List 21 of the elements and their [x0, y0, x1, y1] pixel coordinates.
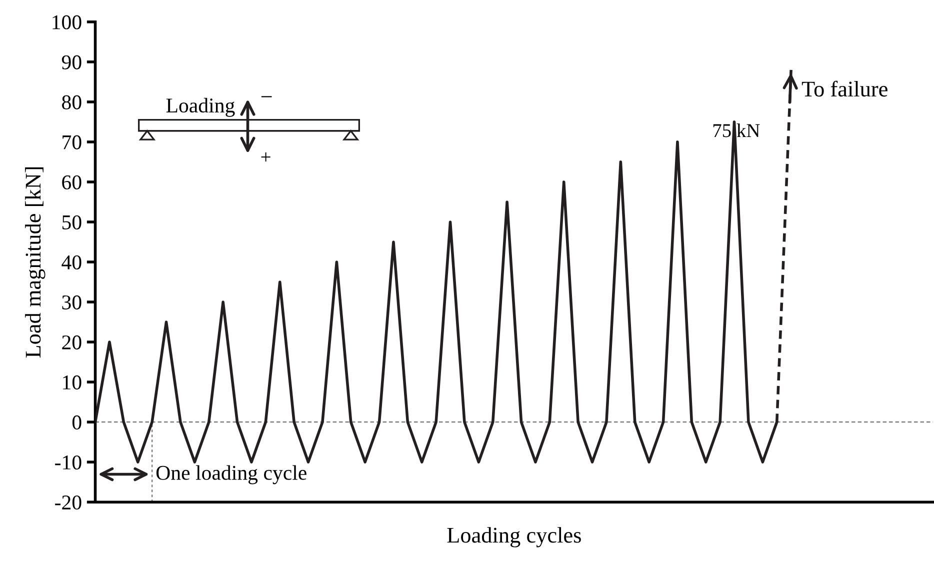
annotation: +: [261, 152, 270, 162]
y-tick-label: -10: [55, 455, 82, 470]
y-tick-label: 80: [62, 95, 82, 110]
y-tick-label: 40: [62, 255, 82, 270]
annotation: −: [261, 96, 272, 98]
y-tick-label: 70: [62, 135, 82, 150]
y-tick-label: 10: [63, 375, 82, 390]
y-tick-label: 30: [62, 295, 82, 310]
y-tick-label: 20: [62, 335, 82, 350]
annotation: Loading: [166, 98, 235, 117]
y-tick-label: 60: [62, 175, 82, 190]
annotation: One loading cycle: [156, 465, 306, 484]
x-axis-title: Loading cycles: [447, 527, 581, 548]
y-tick-label: 90: [62, 55, 82, 70]
annotation: To failure: [802, 80, 888, 97]
y-axis-title: Load magnitude [kN]: [25, 167, 46, 358]
y-tick-label: 0: [72, 415, 82, 430]
annotation: 75 kN: [713, 124, 760, 138]
y-tick-label: 50: [62, 215, 82, 230]
y-tick-label: 100: [52, 15, 82, 30]
y-tick-label: -20: [55, 495, 82, 510]
